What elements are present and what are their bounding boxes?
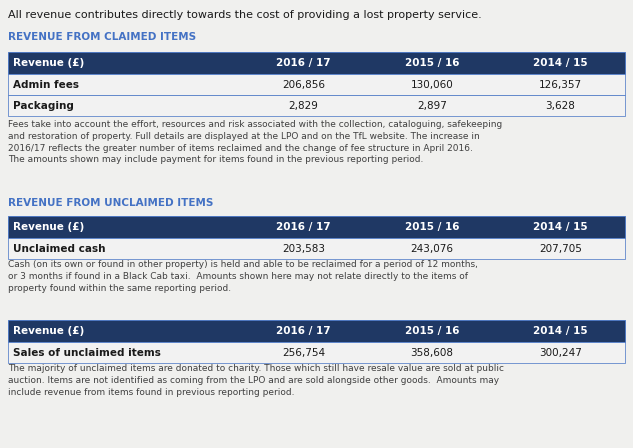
Bar <box>8 216 625 238</box>
Bar <box>8 320 625 342</box>
Text: 2,829: 2,829 <box>289 100 318 111</box>
Text: 130,060: 130,060 <box>411 79 453 90</box>
Text: Fees take into account the effort, resources and risk associated with the collec: Fees take into account the effort, resou… <box>8 120 502 164</box>
Text: 2014 / 15: 2014 / 15 <box>533 222 588 232</box>
Text: 300,247: 300,247 <box>539 348 582 358</box>
Text: 2014 / 15: 2014 / 15 <box>533 58 588 68</box>
Bar <box>8 95 625 116</box>
Text: 2014 / 15: 2014 / 15 <box>533 326 588 336</box>
Text: 206,856: 206,856 <box>282 79 325 90</box>
Text: REVENUE FROM CLAIMED ITEMS: REVENUE FROM CLAIMED ITEMS <box>8 32 196 42</box>
Text: Admin fees: Admin fees <box>13 79 79 90</box>
Text: REVENUE FROM UNCLAIMED ITEMS: REVENUE FROM UNCLAIMED ITEMS <box>8 198 213 208</box>
Text: 3,628: 3,628 <box>546 100 575 111</box>
Text: Revenue (£): Revenue (£) <box>13 58 84 68</box>
Text: The majority of unclaimed items are donated to charity. Those which still have r: The majority of unclaimed items are dona… <box>8 364 504 396</box>
Text: 2015 / 16: 2015 / 16 <box>404 58 459 68</box>
Text: 2016 / 17: 2016 / 17 <box>276 58 331 68</box>
Text: 2016 / 17: 2016 / 17 <box>276 222 331 232</box>
Text: 2,897: 2,897 <box>417 100 447 111</box>
Text: 2015 / 16: 2015 / 16 <box>404 326 459 336</box>
Text: Cash (on its own or found in other property) is held and able to be reclaimed fo: Cash (on its own or found in other prope… <box>8 260 478 293</box>
Text: 256,754: 256,754 <box>282 348 325 358</box>
Bar <box>8 238 625 259</box>
Text: Unclaimed cash: Unclaimed cash <box>13 244 106 254</box>
Text: 126,357: 126,357 <box>539 79 582 90</box>
Text: 207,705: 207,705 <box>539 244 582 254</box>
Bar <box>8 342 625 363</box>
Text: 2015 / 16: 2015 / 16 <box>404 222 459 232</box>
Text: 203,583: 203,583 <box>282 244 325 254</box>
Text: Sales of unclaimed items: Sales of unclaimed items <box>13 348 161 358</box>
Text: Packaging: Packaging <box>13 100 74 111</box>
Text: 2016 / 17: 2016 / 17 <box>276 326 331 336</box>
Text: All revenue contributes directly towards the cost of providing a lost property s: All revenue contributes directly towards… <box>8 10 482 20</box>
Text: Revenue (£): Revenue (£) <box>13 222 84 232</box>
Text: 243,076: 243,076 <box>410 244 453 254</box>
Text: 358,608: 358,608 <box>410 348 453 358</box>
Bar <box>8 52 625 74</box>
Bar <box>8 74 625 95</box>
Text: Revenue (£): Revenue (£) <box>13 326 84 336</box>
